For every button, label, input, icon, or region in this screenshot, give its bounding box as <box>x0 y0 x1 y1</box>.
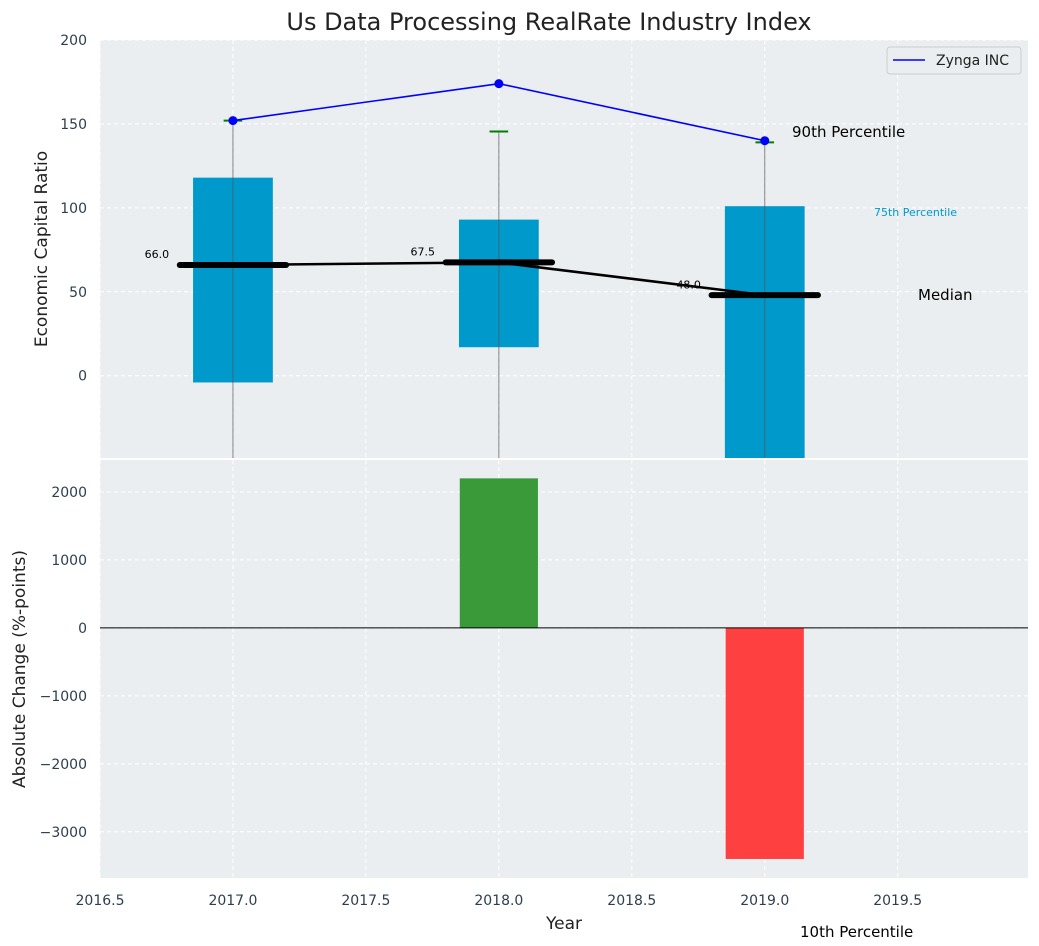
x-tick-label: 2016.5 <box>76 893 125 909</box>
x-tick-label: 2019.0 <box>740 893 789 909</box>
chart-title: Us Data Processing RealRate Industry Ind… <box>286 8 811 36</box>
median-label: 48.0 <box>676 278 701 291</box>
x-tick-label: 2017.0 <box>208 893 257 909</box>
annotation-75th: 75th Percentile <box>874 206 957 219</box>
top-y-tick-label: 50 <box>69 285 87 301</box>
company-point <box>760 136 770 146</box>
top-y-tick-label: 200 <box>60 33 87 49</box>
annotation-10th: 10th Percentile <box>800 923 913 941</box>
bottom-y-axis-label: Absolute Change (%-points) <box>10 550 30 788</box>
annotation-90th: 90th Percentile <box>792 123 905 141</box>
x-tick-label: 2018.5 <box>607 893 656 909</box>
top-y-tick-label: 0 <box>78 369 87 385</box>
annotation-median: Median <box>918 286 973 304</box>
change-bar <box>725 627 804 859</box>
x-tick-label: 2018.0 <box>474 893 523 909</box>
top-y-axis-label: Economic Capital Ratio <box>32 151 52 347</box>
bottom-y-tick-label: 2000 <box>51 485 87 501</box>
top-plot-marks: 66.0 67.5 48.0 <box>145 79 821 458</box>
change-bar <box>459 478 538 628</box>
legend-box <box>886 46 1022 75</box>
bottom-y-tick-label: −3000 <box>40 825 87 841</box>
bottom-y-tick-label: −1000 <box>40 689 87 705</box>
bottom-y-tick-label: −2000 <box>40 757 87 773</box>
x-tick-label: 2019.5 <box>873 893 922 909</box>
company-point <box>228 116 238 126</box>
top-y-tick-label: 100 <box>60 201 87 217</box>
x-tick-label: 2017.5 <box>341 893 390 909</box>
bottom-y-tick-label: 1000 <box>51 553 87 569</box>
company-point <box>494 79 504 89</box>
legend-label: Zynga INC <box>936 53 1009 69</box>
bottom-plot-area <box>100 460 1028 878</box>
bottom-y-tick-label: 0 <box>78 621 87 637</box>
top-y-tick-label: 150 <box>60 117 87 133</box>
x-axis-label: Year <box>545 914 582 934</box>
median-label: 67.5 <box>411 246 436 259</box>
median-label: 66.0 <box>145 248 170 261</box>
